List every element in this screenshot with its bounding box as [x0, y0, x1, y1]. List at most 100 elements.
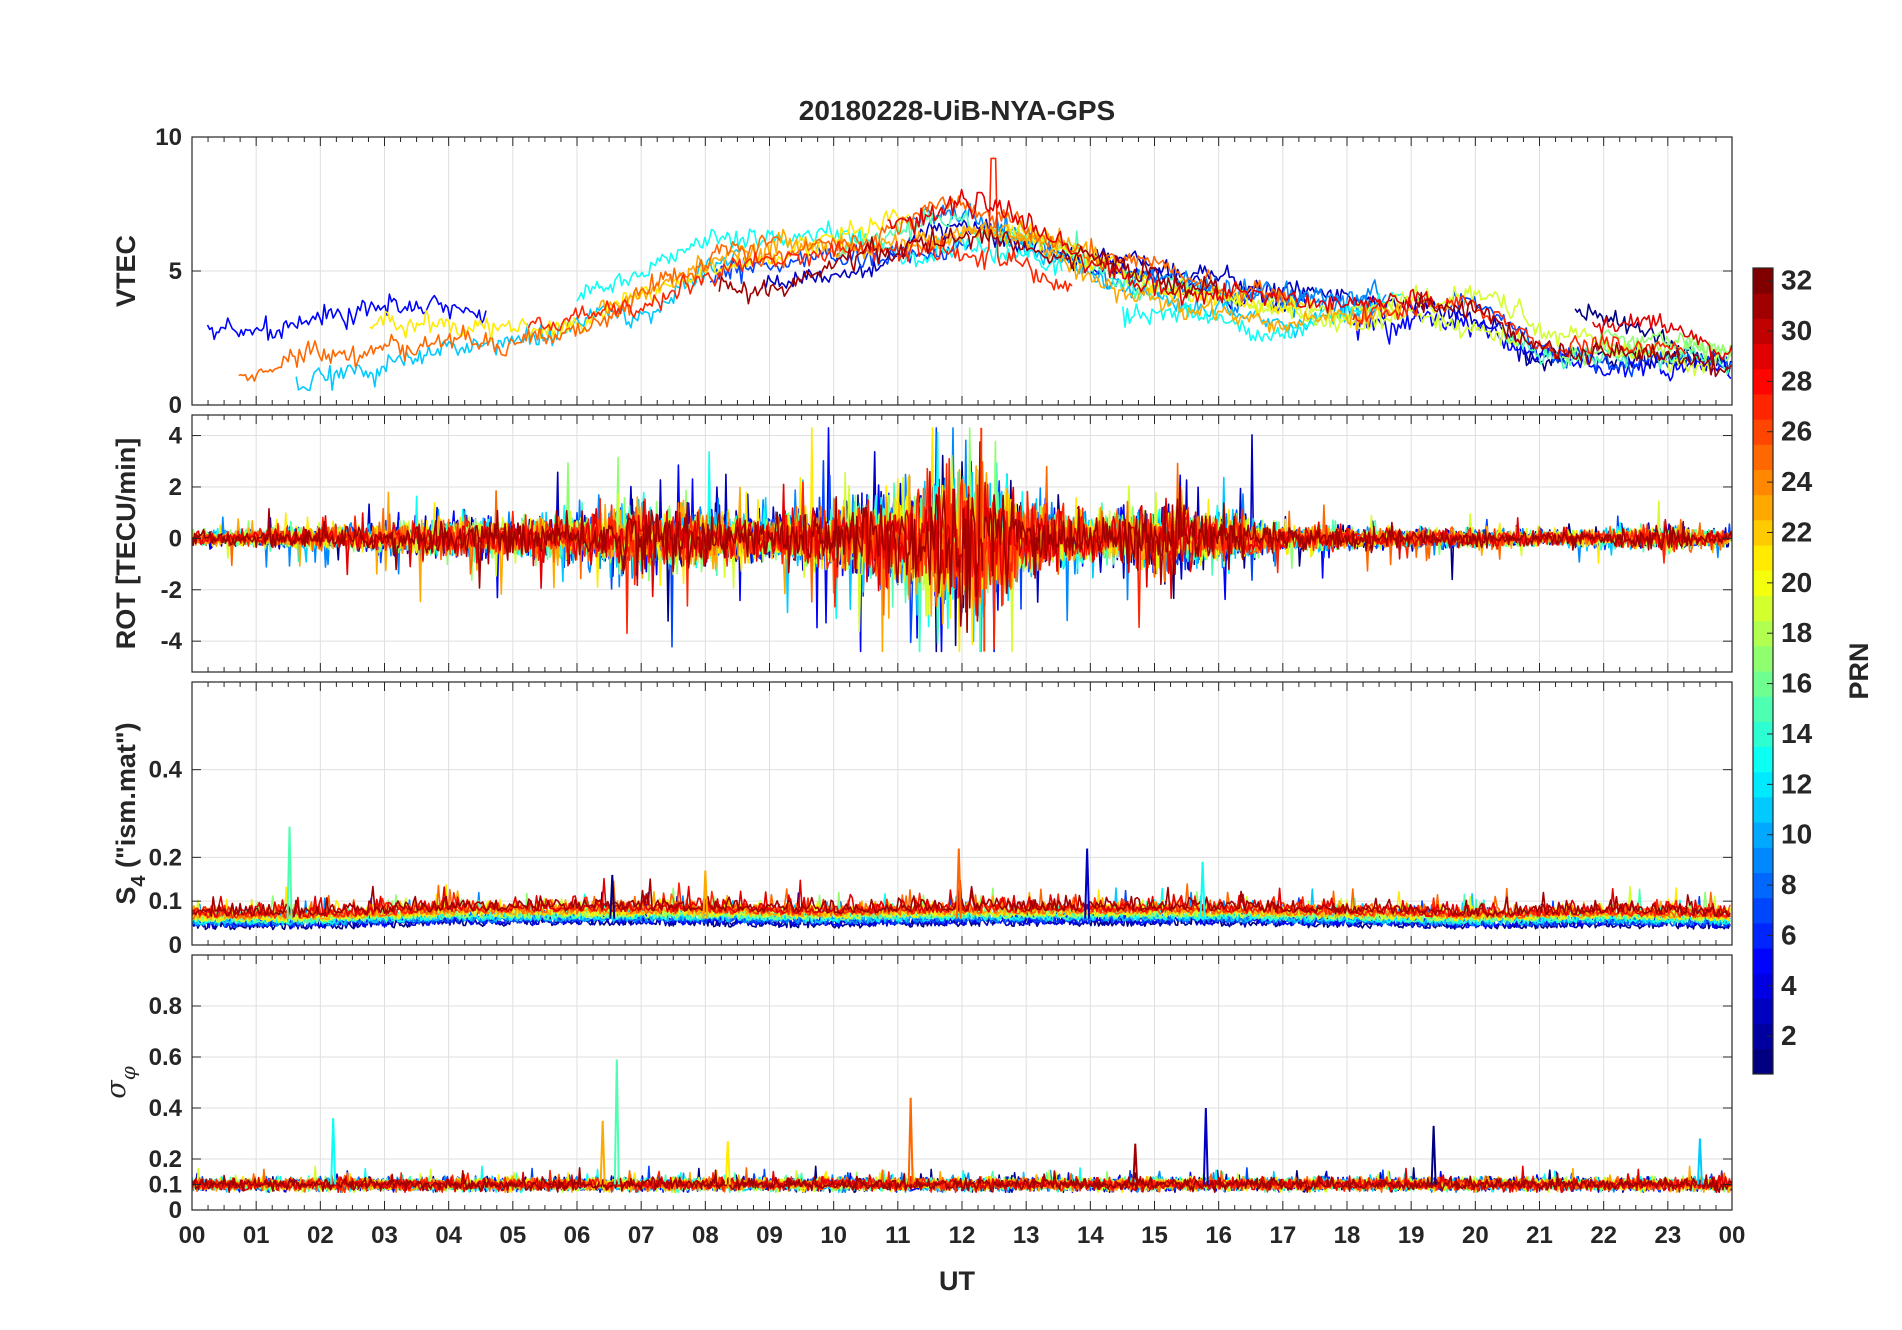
colorbar-swatch [1753, 1048, 1773, 1075]
colorbar-tick-label: 30 [1781, 315, 1812, 346]
x-tick-label: 22 [1590, 1222, 1617, 1249]
x-tick-label: 20 [1462, 1222, 1489, 1249]
y-tick-label: 0 [169, 392, 182, 419]
y-tick-label: -2 [161, 577, 182, 604]
x-tick-label: 17 [1269, 1222, 1296, 1249]
panel-2: -4 -2 0 2 4 ROT [TECU/min] [111, 414, 1733, 673]
colorbar-tick-label: 28 [1781, 365, 1812, 396]
y-tick-label: 0.1 [149, 888, 182, 915]
colorbar-swatch [1753, 519, 1773, 546]
colorbar-frame [1752, 267, 1774, 1075]
y-tick-label: 0.2 [149, 844, 182, 871]
series-prn-17-arc-1 [1598, 329, 1732, 357]
y-tick-label: 4 [169, 423, 183, 450]
y-tick-label: 5 [169, 258, 182, 285]
spike-mark [609, 874, 616, 919]
colorbar-swatch [1753, 771, 1773, 798]
series-prn-31-arc-2 [1413, 291, 1732, 378]
colorbar-swatch [1753, 948, 1773, 974]
colorbar-tick-label: 14 [1781, 718, 1813, 749]
y-axis-label: VTEC [111, 235, 141, 307]
colorbar-swatch [1753, 897, 1773, 924]
colorbar-swatch [1753, 998, 1773, 1025]
x-tick-label: 07 [628, 1222, 655, 1249]
colorbar-swatch [1753, 570, 1773, 596]
colorbar-tick-label: 32 [1781, 265, 1812, 296]
colorbar-swatch [1753, 620, 1773, 647]
series-prn-5-arc-2 [1352, 306, 1732, 382]
panel-3-x-ticks [191, 682, 1733, 945]
colorbar-tick-label: 8 [1781, 869, 1797, 900]
y-tick-label: 0.1 [149, 1172, 182, 1199]
series-prn-31 [192, 441, 1732, 633]
x-tick-label: 13 [1013, 1222, 1040, 1249]
y-tick-label: 0 [169, 932, 182, 959]
colorbar-tick-label: 2 [1781, 1020, 1797, 1051]
colorbar-swatch [1753, 343, 1773, 370]
panel-3: 0 0.1 0.2 0.4S4 ("ism.mat") [111, 681, 1733, 959]
colorbar-tick-label: 22 [1781, 516, 1812, 547]
colorbar-swatch [1753, 847, 1773, 873]
colorbar-swatch [1753, 671, 1773, 697]
y-axis-label: σφ [101, 1066, 140, 1098]
colorbar-swatch [1753, 444, 1773, 470]
series-prn-5-arc-1 [206, 293, 487, 341]
x-tick-label: 08 [692, 1222, 719, 1249]
series-prn-11-arc-2 [295, 249, 742, 392]
colorbar-swatch [1753, 872, 1773, 899]
colorbar-swatch [1753, 645, 1773, 672]
spike-mark [599, 1120, 606, 1185]
y-tick-label: 0.6 [149, 1044, 182, 1071]
colorbar-tick-label: 12 [1781, 768, 1812, 799]
colorbar-tick-label: 10 [1781, 819, 1812, 850]
x-tick-label: 06 [564, 1222, 591, 1249]
colorbar-tick-label: 6 [1781, 919, 1797, 950]
y-axis-label: S4 ("ism.mat") [111, 722, 150, 904]
x-axis-label: UT [939, 1266, 975, 1296]
colorbar-swatch [1753, 494, 1773, 521]
x-tick-label: 00 [179, 1222, 206, 1249]
panel-4-x-ticks [191, 955, 1733, 1210]
x-tick-label: 00 [1719, 1222, 1746, 1249]
x-tick-label: 02 [307, 1222, 334, 1249]
colorbar-swatch [1753, 746, 1773, 773]
y-tick-label: 10 [155, 124, 182, 151]
x-tick-label: 16 [1205, 1222, 1232, 1249]
spike-mark [907, 1097, 914, 1185]
x-tick-label: 11 [885, 1222, 910, 1249]
colorbar-swatch [1753, 419, 1773, 445]
y-tick-label: 0.4 [149, 757, 183, 784]
spike-mark [1202, 1107, 1209, 1185]
x-tick-label: 18 [1334, 1222, 1361, 1249]
series-prn-29-arc-2 [1591, 313, 1732, 363]
rot-extreme-mark [980, 427, 986, 652]
spike-mark [330, 1118, 337, 1185]
colorbar-swatch [1753, 595, 1773, 622]
panel-1-x-ticks [191, 137, 1733, 405]
spike-mark [724, 1141, 731, 1185]
series-prn-23-arc-1 [909, 223, 1403, 333]
spike-mark [1430, 1125, 1437, 1185]
x-tick-label: 14 [1077, 1222, 1104, 1249]
colorbar-tick-label: 16 [1781, 668, 1812, 699]
panel-2-series [192, 427, 1732, 653]
colorbar-tick-label: 20 [1781, 567, 1812, 598]
x-tick-label: 01 [243, 1222, 270, 1249]
colorbar-tick-label: 24 [1781, 466, 1813, 497]
panel-4: 00.10.2 0.4 0.6 0.8 σφ [101, 954, 1733, 1224]
x-tick-label: 04 [435, 1222, 462, 1249]
x-tick-label: 10 [820, 1222, 847, 1249]
spike-mark [1696, 1138, 1703, 1185]
series-prn-29-arc-1 [887, 188, 1434, 314]
y-tick-label: 0 [169, 1197, 182, 1224]
colorbar-swatch [1753, 368, 1773, 395]
panel-1-series [206, 157, 1732, 392]
y-tick-label: 0.2 [149, 1146, 182, 1173]
spike-mark [702, 870, 709, 919]
colorbar-swatch [1753, 545, 1773, 571]
x-tick-label: 09 [756, 1222, 783, 1249]
series-prn-31-arc-1 [718, 227, 1219, 305]
series-prn-25-arc-2 [238, 234, 781, 382]
